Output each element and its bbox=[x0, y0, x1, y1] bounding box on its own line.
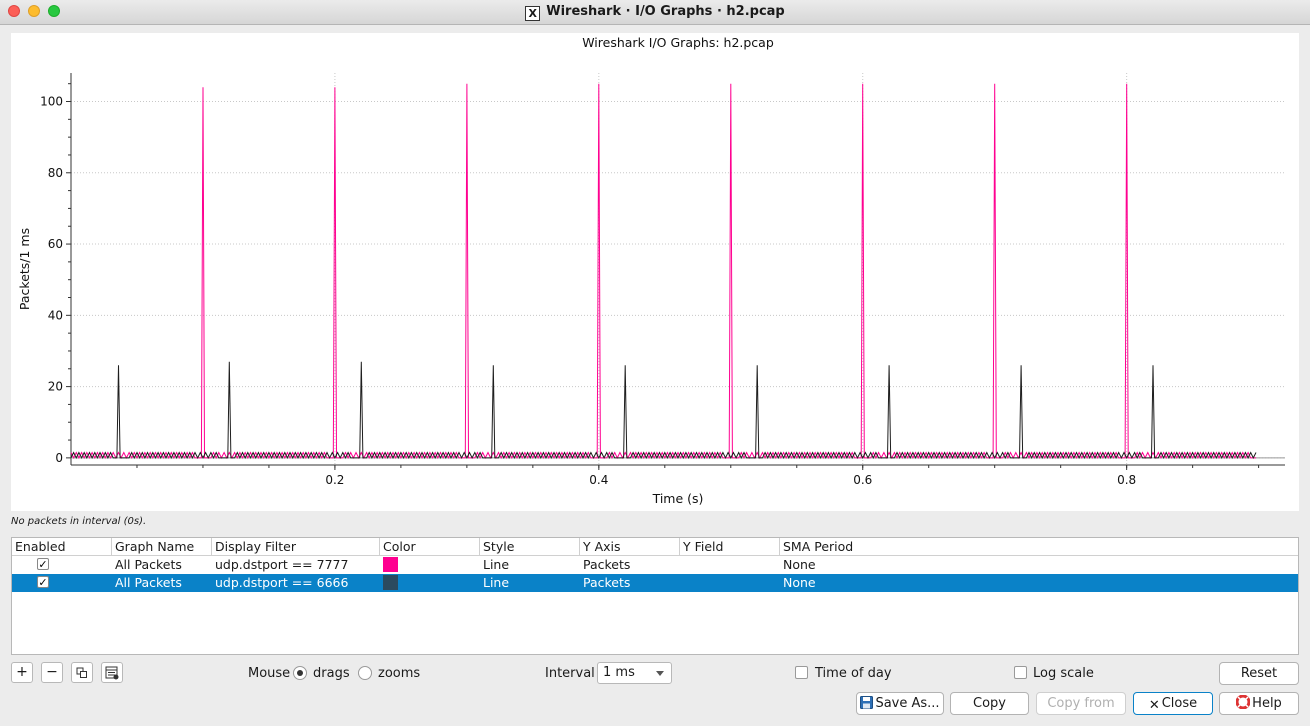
time-of-day-label[interactable]: Time of day bbox=[815, 666, 892, 681]
y-axis-cell[interactable]: Packets bbox=[583, 575, 631, 590]
style-cell[interactable]: Line bbox=[483, 557, 510, 572]
table-clear-icon bbox=[105, 666, 119, 680]
add-graph-button[interactable]: + bbox=[11, 662, 33, 683]
sma-period-cell[interactable]: None bbox=[783, 575, 816, 590]
y-tick-label: 0 bbox=[55, 451, 63, 465]
status-text: No packets in interval (0s). bbox=[11, 516, 147, 527]
drags-label[interactable]: drags bbox=[313, 666, 350, 681]
close-button[interactable]: ✕ Close bbox=[1133, 692, 1213, 715]
y-axis-cell[interactable]: Packets bbox=[583, 557, 631, 572]
x11-icon: X bbox=[525, 6, 541, 21]
log-scale-label[interactable]: Log scale bbox=[1033, 666, 1094, 681]
x-tick-label: 0.6 bbox=[853, 473, 872, 487]
window-title: X Wireshark · I/O Graphs · h2.pcap bbox=[0, 4, 1310, 21]
io-graph-plot[interactable]: Wireshark I/O Graphs: h2.pcap 0 20 40 60 80 10… bbox=[11, 33, 1299, 511]
interval-label: Interval bbox=[545, 666, 595, 681]
display-filter-cell[interactable]: udp.dstport == 6666 bbox=[215, 575, 349, 590]
chevron-down-icon bbox=[656, 671, 664, 676]
graph-table-header: Enabled Graph Name Display Filter Color … bbox=[12, 538, 1298, 556]
x-tick-label: 0.4 bbox=[589, 473, 608, 487]
y-field-cell[interactable] bbox=[680, 574, 683, 592]
y-tick-label: 80 bbox=[48, 166, 63, 180]
col-sma-period[interactable]: SMA Period bbox=[783, 539, 854, 554]
reset-button[interactable]: Reset bbox=[1219, 662, 1299, 685]
duplicate-graph-button[interactable] bbox=[71, 662, 93, 683]
series-line bbox=[70, 83, 1256, 460]
title-bar: X Wireshark · I/O Graphs · h2.pcap bbox=[0, 0, 1310, 25]
x-axis-label: Time (s) bbox=[652, 491, 704, 506]
color-swatch[interactable] bbox=[383, 575, 398, 590]
table-row[interactable]: ✓ All Packets udp.dstport == 6666 Line P… bbox=[12, 574, 1298, 592]
help-button[interactable]: Help bbox=[1219, 692, 1299, 715]
enabled-checkbox[interactable]: ✓ bbox=[37, 558, 49, 571]
display-filter-cell[interactable]: udp.dstport == 7777 bbox=[215, 557, 349, 572]
table-row[interactable]: ✓ All Packets udp.dstport == 7777 Line P… bbox=[12, 556, 1298, 574]
enabled-checkbox[interactable]: ✓ bbox=[37, 576, 49, 589]
io-graph-chart[interactable]: Wireshark I/O Graphs: h2.pcap 0 20 40 60 80 10… bbox=[11, 33, 1299, 511]
col-style[interactable]: Style bbox=[480, 538, 580, 555]
y-tick-label: 100 bbox=[40, 95, 63, 109]
close-window-button[interactable] bbox=[8, 5, 20, 17]
remove-graph-button[interactable]: − bbox=[41, 662, 63, 683]
col-graph-name[interactable]: Graph Name bbox=[112, 538, 212, 555]
col-y-axis[interactable]: Y Axis bbox=[580, 538, 680, 555]
x-tick-label: 0.2 bbox=[325, 473, 344, 487]
log-scale-checkbox[interactable] bbox=[1014, 666, 1027, 679]
help-icon bbox=[1236, 695, 1251, 709]
y-tick-label: 20 bbox=[48, 380, 63, 394]
maximize-window-button[interactable] bbox=[48, 5, 60, 17]
interval-select[interactable]: 1 ms bbox=[597, 662, 672, 684]
interval-value: 1 ms bbox=[603, 665, 635, 680]
col-y-field[interactable]: Y Field bbox=[680, 538, 780, 555]
x-tick-label: 0.8 bbox=[1117, 473, 1136, 487]
copy-button[interactable]: Copy bbox=[950, 692, 1029, 715]
y-field-cell[interactable] bbox=[680, 556, 683, 574]
col-display-filter[interactable]: Display Filter bbox=[212, 538, 380, 555]
color-swatch[interactable] bbox=[383, 557, 398, 572]
time-of-day-checkbox[interactable] bbox=[795, 666, 808, 679]
col-color[interactable]: Color bbox=[380, 538, 480, 555]
zooms-label[interactable]: zooms bbox=[378, 666, 421, 681]
save-icon bbox=[860, 696, 874, 709]
drags-radio[interactable] bbox=[293, 666, 307, 680]
graph-table[interactable]: Enabled Graph Name Display Filter Color … bbox=[11, 537, 1299, 655]
zooms-radio[interactable] bbox=[358, 666, 372, 680]
y-tick-label: 60 bbox=[48, 237, 63, 251]
copy-from-button[interactable]: Copy from bbox=[1036, 692, 1126, 715]
series-line bbox=[70, 361, 1257, 460]
duplicate-icon bbox=[76, 667, 87, 678]
close-icon: ✕ bbox=[1148, 698, 1160, 713]
chart-title: Wireshark I/O Graphs: h2.pcap bbox=[582, 35, 774, 50]
col-enabled[interactable]: Enabled bbox=[12, 538, 112, 555]
sma-period-cell[interactable]: None bbox=[783, 557, 816, 572]
save-as-button[interactable]: Save As... bbox=[856, 692, 944, 715]
mouse-label: Mouse bbox=[248, 666, 291, 681]
y-axis-label: Packets/1 ms bbox=[17, 228, 32, 310]
graph-name-cell[interactable]: All Packets bbox=[115, 575, 182, 590]
graph-name-cell[interactable]: All Packets bbox=[115, 557, 182, 572]
y-tick-label: 40 bbox=[48, 308, 63, 322]
style-cell[interactable]: Line bbox=[483, 575, 510, 590]
clear-graphs-button[interactable] bbox=[101, 662, 123, 683]
minimize-window-button[interactable] bbox=[28, 5, 40, 17]
